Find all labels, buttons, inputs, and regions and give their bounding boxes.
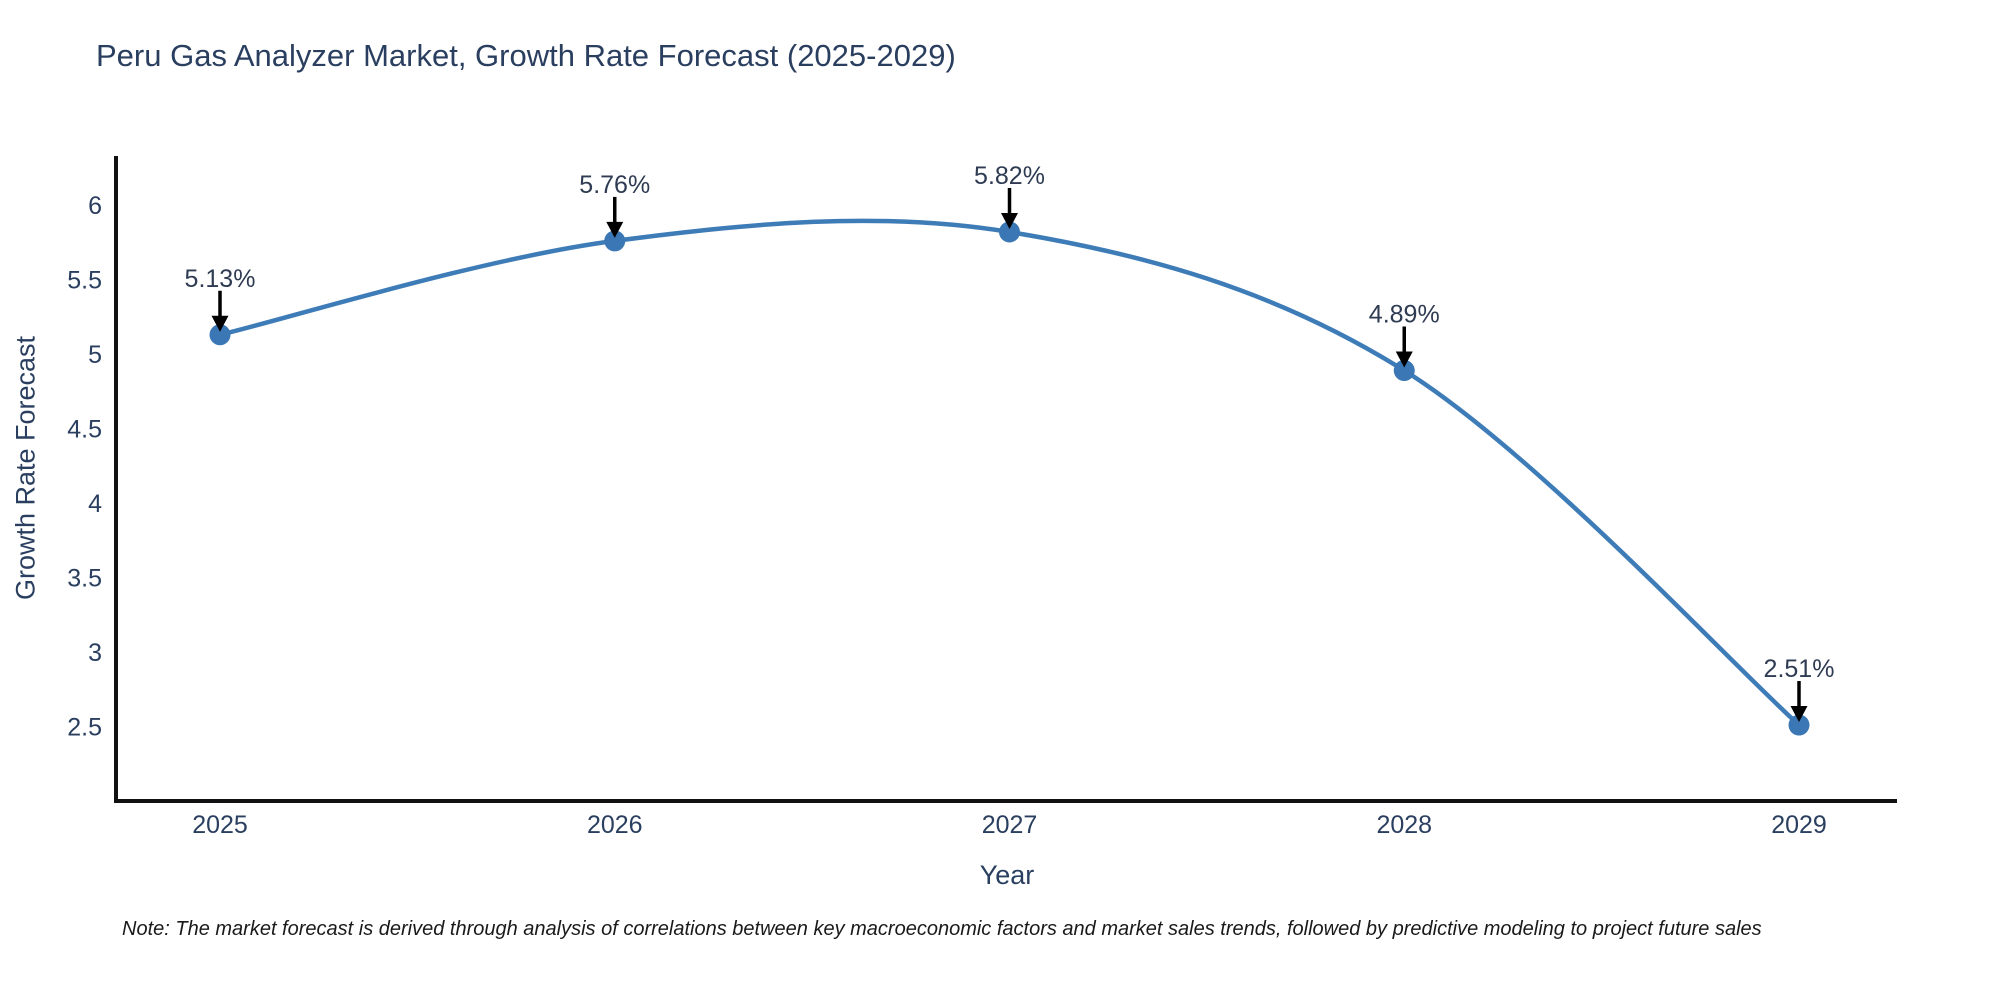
y-tick-label: 4.5	[67, 416, 102, 444]
data-point-2025[interactable]	[209, 324, 231, 346]
y-tick-label: 6	[88, 192, 102, 220]
y-tick-label: 5.5	[67, 267, 102, 295]
y-tick-label: 3.5	[67, 565, 102, 593]
y-tick-label: 5	[88, 341, 102, 369]
annotation-arrow-head	[211, 315, 229, 332]
point-value-label: 4.89%	[1369, 301, 1440, 329]
series-line	[217, 218, 1802, 728]
annotation-arrow-head	[1790, 706, 1808, 723]
x-tick-label: 2029	[1771, 811, 1827, 839]
annotation-arrow-head	[606, 221, 624, 238]
point-value-label: 2.51%	[1764, 655, 1835, 683]
chart-title: Peru Gas Analyzer Market, Growth Rate Fo…	[96, 38, 956, 73]
point-value-label: 5.13%	[185, 265, 256, 293]
x-tick-label: 2026	[587, 811, 643, 839]
y-axis-title: Growth Rate Forecast	[10, 335, 41, 601]
y-tick-label: 2.5	[67, 714, 102, 742]
footnote: Note: The market forecast is derived thr…	[122, 918, 1762, 940]
annotation-arrow-head	[1395, 351, 1413, 368]
x-tick-label: 2027	[982, 811, 1038, 839]
point-value-label: 5.76%	[579, 171, 650, 199]
data-point-2027[interactable]	[999, 221, 1020, 243]
x-axis-title: Year	[979, 860, 1035, 890]
data-point-2028[interactable]	[1393, 360, 1415, 382]
x-tick-label: 2028	[1376, 811, 1432, 839]
data-point-2026[interactable]	[604, 230, 626, 252]
y-tick-label: 4	[88, 490, 102, 518]
y-tick-label: 3	[88, 639, 102, 667]
x-tick-label: 2025	[192, 811, 248, 839]
data-point-2029[interactable]	[1788, 714, 1810, 736]
point-value-label: 5.82%	[974, 162, 1045, 190]
annotation-arrow-head	[1001, 212, 1018, 229]
